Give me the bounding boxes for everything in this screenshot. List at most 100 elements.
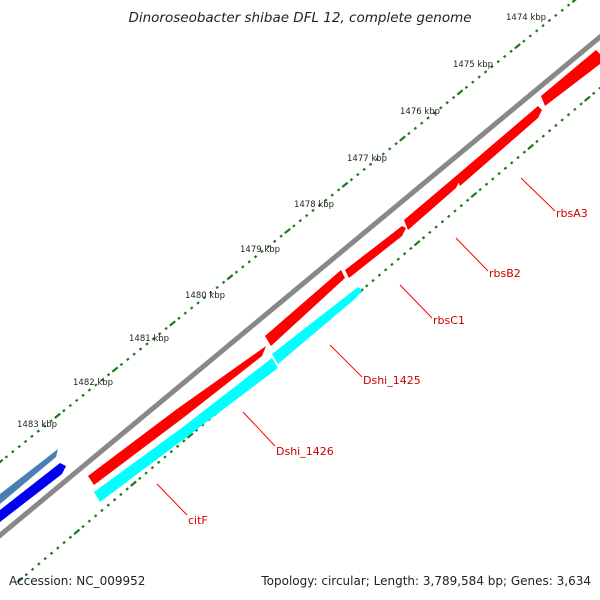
minor-tick <box>364 284 369 288</box>
minor-tick <box>336 188 341 192</box>
gene-label-citF[interactable]: citF <box>188 514 208 527</box>
minor-tick <box>388 147 392 151</box>
minor-tick <box>311 208 315 213</box>
genome-title: Dinoroseobacter shibae DFL 12, complete … <box>128 10 472 26</box>
major-tick <box>399 135 406 142</box>
minor-tick <box>119 492 123 497</box>
minor-tick <box>413 126 417 130</box>
gene-forward-3[interactable] <box>265 270 345 346</box>
minor-tick <box>428 230 432 235</box>
gene-forward-rbsA3[interactable] <box>456 106 542 186</box>
minor-tick <box>175 444 180 448</box>
gene-reverse-Dshi_1425[interactable] <box>272 287 362 364</box>
minor-tick <box>201 423 205 427</box>
minor-tick <box>483 70 488 74</box>
gene-forward-2[interactable] <box>177 346 266 418</box>
kbp-label: 1480 kbp <box>185 291 225 301</box>
minor-tick <box>451 95 456 100</box>
minor-tick <box>150 466 155 470</box>
minor-tick <box>490 65 494 69</box>
minor-tick <box>390 262 394 267</box>
minor-tick <box>292 224 296 228</box>
minor-tick <box>573 107 577 112</box>
minor-tick <box>106 373 111 377</box>
minor-tick <box>93 514 98 518</box>
minor-tick <box>541 134 546 138</box>
gene-label-Dshi_1426[interactable]: Dshi_1426 <box>276 445 334 458</box>
gene-forward-rbsC1[interactable] <box>345 226 406 278</box>
minor-tick <box>260 249 264 254</box>
minor-tick <box>566 3 571 7</box>
minor-tick <box>298 219 302 223</box>
minor-tick <box>202 296 207 300</box>
neighbor-gene-forward[interactable] <box>0 449 58 504</box>
gene-label-Dshi_1425[interactable]: Dshi_1425 <box>363 374 421 387</box>
minor-tick <box>477 75 481 79</box>
major-tick <box>571 0 577 4</box>
minor-tick <box>591 91 596 96</box>
major-tick <box>284 227 291 235</box>
major-tick <box>514 43 521 50</box>
minor-tick <box>43 424 47 428</box>
minor-tick <box>194 428 199 432</box>
minor-tick <box>23 439 28 444</box>
gene-reverse-Dshi_1426[interactable] <box>183 358 278 436</box>
minor-tick <box>516 155 520 160</box>
minor-tick <box>126 357 130 361</box>
kbp-label: 1481 kbp <box>129 334 169 344</box>
reverse-strand-genes <box>94 287 362 502</box>
gene-label-rbsC1[interactable]: rbsC1 <box>433 314 465 327</box>
minor-tick <box>190 306 194 310</box>
gene-forward-rbsB2[interactable] <box>404 176 460 230</box>
gene-reverse-citF[interactable] <box>94 427 188 502</box>
minor-tick <box>11 450 15 454</box>
minor-tick <box>465 198 470 202</box>
minor-tick <box>87 388 92 392</box>
minor-tick <box>330 193 334 197</box>
minor-tick <box>554 123 558 128</box>
major-tick <box>111 366 119 373</box>
neighbor-genes <box>0 449 66 522</box>
minor-tick <box>407 131 411 136</box>
gene-label-leader <box>399 284 433 319</box>
minor-tick <box>68 535 73 539</box>
minor-tick <box>503 166 508 170</box>
major-tick <box>169 320 176 327</box>
kbp-label: 1483 kbp <box>17 420 57 430</box>
minor-tick <box>560 8 564 12</box>
gene-label-rbsA3[interactable]: rbsA3 <box>556 207 588 220</box>
minor-tick <box>151 337 155 341</box>
minor-tick <box>62 540 66 545</box>
minor-tick <box>453 209 457 213</box>
major-tick <box>186 432 194 439</box>
minor-tick <box>145 342 149 346</box>
minor-tick <box>484 182 489 186</box>
minor-tick <box>164 326 168 331</box>
minor-tick <box>138 476 142 481</box>
major-tick <box>73 528 81 535</box>
minor-tick <box>221 280 226 284</box>
minor-tick <box>396 257 401 261</box>
minor-tick <box>247 260 251 264</box>
minor-tick <box>144 471 148 475</box>
minor-tick <box>177 316 181 320</box>
major-tick <box>16 576 24 584</box>
gene-forward-top[interactable] <box>541 50 600 106</box>
minor-tick <box>30 434 34 438</box>
minor-tick <box>163 455 167 459</box>
forward-strand-genes <box>88 50 600 485</box>
outer-tick-track <box>0 0 577 464</box>
neighbor-gene-reverse[interactable] <box>0 463 66 522</box>
kbp-label: 1476 kbp <box>400 107 440 117</box>
minor-tick <box>305 213 309 218</box>
minor-tick <box>377 273 382 277</box>
minor-tick <box>471 80 475 84</box>
minor-tick <box>94 383 98 387</box>
minor-tick <box>383 268 388 272</box>
minor-tick <box>62 409 66 413</box>
minor-tick <box>535 139 539 144</box>
minor-tick <box>394 142 398 146</box>
gene-label-rbsB2[interactable]: rbsB2 <box>489 267 521 280</box>
gene-forward-1[interactable] <box>88 409 183 485</box>
minor-tick <box>234 270 239 274</box>
